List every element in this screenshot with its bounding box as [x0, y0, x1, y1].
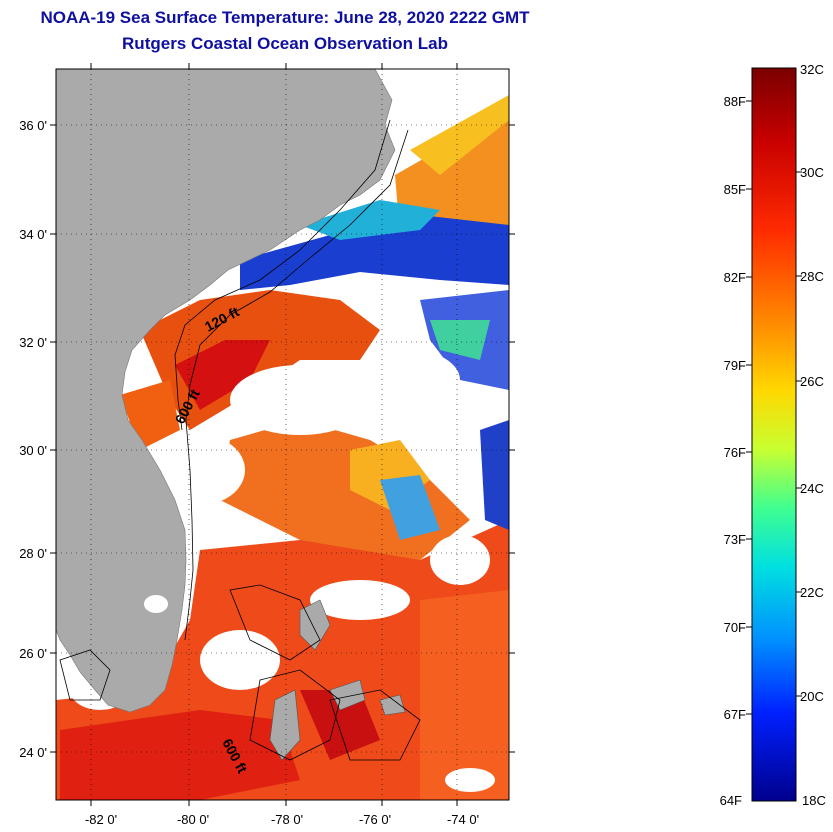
lon-label-74: -74 0': [447, 812, 479, 827]
map-ticks: [50, 63, 515, 806]
lat-label-36: 36 0': [19, 118, 47, 133]
colorbar-c-28: 28C: [800, 269, 824, 284]
colorbar-c-22: 22C: [800, 585, 824, 600]
colorbar: [751, 67, 797, 802]
lat-label-30: 30 0': [19, 443, 47, 458]
lon-label-76: -76 0': [359, 812, 391, 827]
lat-label-26: 26 0': [19, 646, 47, 661]
colorbar-c-30: 30C: [800, 165, 824, 180]
colorbar-f-82: 82F: [724, 270, 746, 285]
colorbar-ticks: [746, 100, 802, 715]
map-subtitle: Rutgers Coastal Ocean Observation Lab: [122, 34, 448, 53]
lake-okeechobee: [144, 595, 168, 613]
lon-label-80: -80 0': [177, 812, 209, 827]
lon-label-82: -82 0': [85, 812, 117, 827]
map-frame: [55, 68, 510, 801]
lat-label-24: 24 0': [19, 745, 47, 760]
colorbar-f-73: 73F: [724, 532, 746, 547]
colorbar-f-76: 76F: [724, 445, 746, 460]
cloud-cover: [70, 69, 495, 792]
depth-contours: [59, 119, 421, 761]
colorbar-f-85: 85F: [724, 182, 746, 197]
colorbar-f-64: 64F: [720, 793, 742, 808]
colorbar-c-24: 24C: [800, 481, 824, 496]
colorbar-f-67: 67F: [724, 707, 746, 722]
lat-label-28: 28 0': [19, 546, 47, 561]
land-mass: [56, 69, 396, 713]
graticule: [56, 69, 509, 800]
colorbar-c-26: 26C: [800, 374, 824, 389]
lon-label-78: -78 0': [271, 812, 303, 827]
lat-label-34: 34 0': [19, 227, 47, 242]
colorbar-c-32: 32C: [800, 62, 824, 77]
islands: [269, 599, 406, 761]
colorbar-f-88: 88F: [724, 94, 746, 109]
colorbar-f-79: 79F: [724, 358, 746, 373]
colorbar-c-20: 20C: [800, 689, 824, 704]
map-title: NOAA-19 Sea Surface Temperature: June 28…: [40, 8, 530, 27]
colorbar-f-70: 70F: [724, 620, 746, 635]
map-panel: 120 ft 600 ft 600 ft: [56, 69, 509, 800]
lat-label-32: 32 0': [19, 335, 47, 350]
colorbar-c-18: 18C: [802, 793, 826, 808]
